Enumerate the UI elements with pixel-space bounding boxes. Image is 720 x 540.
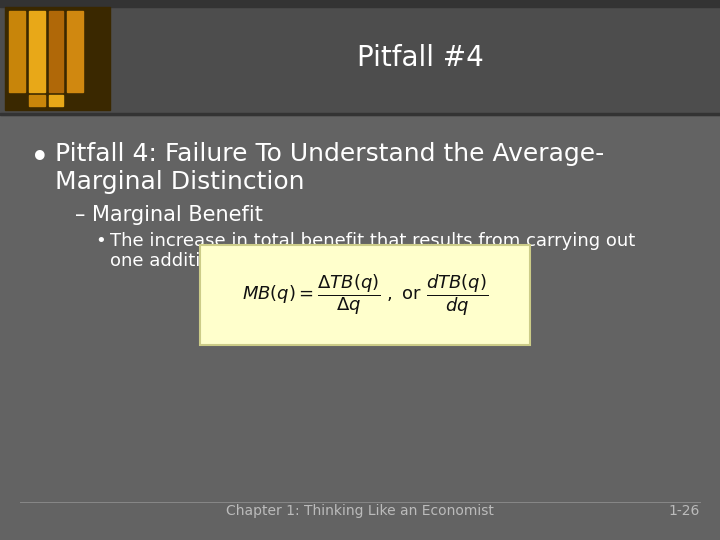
Bar: [67, 11, 83, 92]
Bar: [5, 7, 110, 110]
Bar: [0, 0, 720, 115]
Text: 1-26: 1-26: [669, 504, 700, 518]
Text: $MB(q) = \dfrac{\Delta TB(q)}{\Delta q}\ , \ \mathrm{or} \ \dfrac{dTB(q)}{dq}$: $MB(q) = \dfrac{\Delta TB(q)}{\Delta q}\…: [242, 272, 488, 318]
Text: Marginal Distinction: Marginal Distinction: [55, 170, 305, 194]
Bar: [29, 11, 45, 92]
Text: Pitfall 4: Failure To Understand the Average-: Pitfall 4: Failure To Understand the Ave…: [55, 142, 604, 166]
Text: Pitfall #4: Pitfall #4: [356, 44, 483, 71]
Text: •: •: [30, 142, 50, 175]
Text: The increase in total benefit that results from carrying out: The increase in total benefit that resul…: [110, 232, 635, 250]
Text: one additional unit of an activity: one additional unit of an activity: [110, 252, 403, 270]
Bar: [29, 95, 45, 106]
Text: •: •: [95, 232, 106, 250]
Bar: [0, 0, 720, 7]
Bar: [49, 11, 63, 92]
Bar: [49, 95, 63, 106]
Text: Chapter 1: Thinking Like an Economist: Chapter 1: Thinking Like an Economist: [226, 504, 494, 518]
FancyBboxPatch shape: [200, 245, 530, 345]
Bar: [9, 11, 25, 92]
Text: – Marginal Benefit: – Marginal Benefit: [75, 205, 263, 225]
Bar: [0, 113, 720, 115]
